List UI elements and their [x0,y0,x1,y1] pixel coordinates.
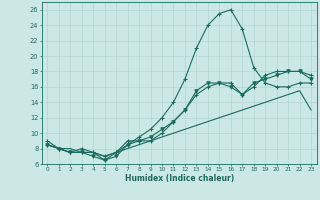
X-axis label: Humidex (Indice chaleur): Humidex (Indice chaleur) [124,174,234,183]
